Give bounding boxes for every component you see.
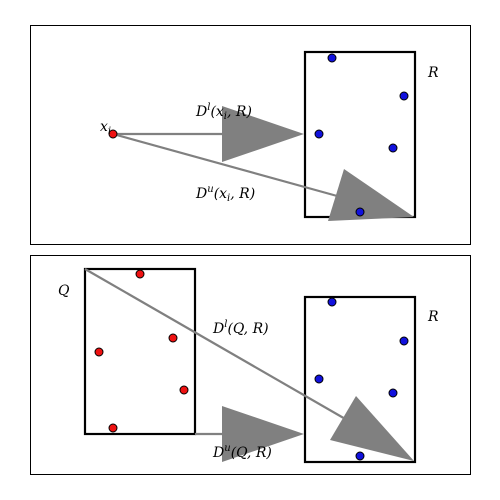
top-d-upper-arrow-shaft	[112, 132, 349, 201]
bottom-rect-q-points	[94, 269, 189, 433]
bottom-r-point	[314, 374, 324, 384]
bottom-q-point	[94, 347, 104, 357]
bottom-rect-r-points	[314, 297, 409, 461]
bottom-label-d-upper: Du(Q, R)	[212, 443, 272, 461]
bottom-label-r: R	[427, 309, 439, 325]
bottom-rect-r	[303, 295, 417, 464]
bottom-r-point	[399, 336, 409, 346]
bottom-r-point	[355, 451, 365, 461]
top-d-upper-arrow-head	[328, 169, 414, 221]
bottom-label-q: Q	[58, 283, 70, 299]
top-d-lower-arrow-head	[222, 106, 304, 162]
bottom-d-upper-arrow-shaft	[84, 268, 355, 425]
top-r-point	[327, 53, 337, 63]
bottom-q-point	[135, 269, 145, 279]
bottom-rect-q	[83, 267, 197, 436]
top-point-xi	[108, 129, 118, 139]
top-r-point	[355, 207, 365, 217]
bottom-label-d-lower: Dl(Q, R)	[212, 319, 269, 337]
top-label-xi: xi	[100, 119, 111, 137]
bottom-r-point	[327, 297, 337, 307]
top-r-point	[314, 129, 324, 139]
bottom-d-upper-arrow-head	[330, 396, 414, 461]
top-label-d-upper: Du(xi, R)	[195, 184, 255, 204]
bottom-panel: Q R Dl(Q, R) Du(Q, R)	[30, 255, 471, 475]
top-rect-r-points	[314, 53, 409, 217]
bottom-d-lower-arrow-head	[222, 406, 304, 462]
top-panel: xi R Dl(xi, R) Du(xi, R)	[30, 25, 471, 245]
bottom-r-point	[388, 388, 398, 398]
top-label-d-lower: Dl(xi, R)	[195, 102, 252, 122]
bottom-q-point	[179, 385, 189, 395]
bottom-q-point	[108, 423, 118, 433]
bottom-q-point	[168, 333, 178, 343]
top-r-point	[388, 143, 398, 153]
top-label-r: R	[427, 65, 439, 81]
top-r-point	[399, 91, 409, 101]
